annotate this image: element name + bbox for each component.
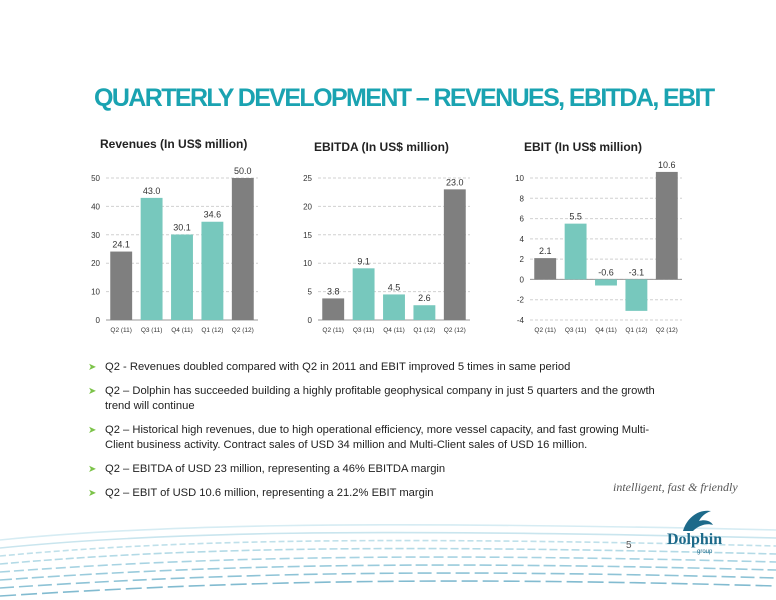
data-label: 4.5	[388, 282, 401, 292]
x-tick-label: Q1 (12)	[625, 327, 647, 334]
data-label: 34.6	[204, 210, 222, 220]
bullet-item: ➤ Q2 – EBIT of USD 10.6 million, represe…	[88, 486, 668, 501]
arrow-bullet-icon: ➤	[88, 464, 97, 475]
data-label: 2.1	[539, 246, 552, 256]
y-tick-label: 40	[91, 202, 100, 211]
x-tick-label: Q3 (11)	[565, 327, 587, 334]
ebit-chart: EBIT (In US$ million) -4 -2 0 2 4 6 8 10 2.1 Q2 (…	[502, 134, 692, 334]
bullet-text: Q2 - Revenues doubled compared with Q2 i…	[105, 361, 571, 373]
ebit-chart-title: EBIT (In US$ million)	[524, 140, 643, 154]
bullet-item: ➤ Q2 - Revenues doubled compared with Q2…	[88, 360, 668, 375]
ebitda-chart-plot: 0 5 10 15 20 25 3.8 Q2 (11) 9.1 Q3 (11) 4.5 Q4 (11)…	[303, 174, 470, 334]
data-label: 3.8	[327, 286, 340, 296]
y-tick-label: -4	[517, 316, 525, 325]
y-tick-label: 0	[308, 316, 313, 325]
bar	[625, 279, 648, 311]
bar	[322, 298, 345, 320]
x-tick-label: Q4 (11)	[383, 327, 405, 334]
y-tick-label: 5	[308, 288, 313, 297]
page-number: 5	[626, 540, 632, 551]
x-tick-label: Q3 (11)	[353, 327, 375, 334]
y-tick-label: 2	[520, 255, 525, 264]
y-tick-label: 10	[515, 174, 524, 183]
data-label: 9.1	[357, 256, 370, 266]
revenues-chart-plot: 0 10 20 30 40 50 24.1 Q2 (11) 43.0 Q3 (11) 30.1 Q4 …	[91, 166, 258, 334]
ebitda-chart-title: EBITDA (In US$ million)	[314, 140, 449, 154]
bullet-text: Q2 – Dolphin has succeeded building a hi…	[105, 385, 655, 412]
bar	[140, 197, 163, 320]
data-label: -3.1	[629, 267, 645, 277]
y-tick-label: 30	[91, 231, 100, 240]
bullet-text: Q2 – EBITDA of USD 23 million, represent…	[105, 463, 446, 475]
bullet-list: ➤ Q2 - Revenues doubled compared with Q2…	[88, 360, 668, 510]
revenues-chart: Revenues (In US$ million) 0 10 20 30 40 50 24.…	[78, 134, 268, 334]
x-tick-label: Q3 (11)	[141, 327, 163, 334]
ebitda-chart: EBITDA (In US$ million) 0 5 10 15 20 25 3.8 Q2 …	[290, 134, 480, 334]
tagline: intelligent, fast & friendly	[613, 480, 738, 494]
y-tick-label: 20	[303, 202, 312, 211]
x-tick-label: Q2 (12)	[656, 327, 678, 334]
bullet-item: ➤ Q2 – Dolphin has succeeded building a …	[88, 384, 668, 414]
bar	[655, 171, 678, 280]
y-tick-label: 6	[520, 215, 525, 224]
x-tick-label: Q2 (11)	[110, 327, 132, 334]
bullet-item: ➤ Q2 – EBITDA of USD 23 million, represe…	[88, 462, 668, 477]
y-tick-label: 10	[91, 288, 100, 297]
data-label: 30.1	[173, 223, 191, 233]
data-label: 23.0	[446, 177, 464, 187]
page-title: QUARTERLY DEVELOPMENT – REVENUES, EBITDA…	[94, 84, 715, 112]
bar	[201, 221, 224, 320]
data-label: 2.6	[418, 293, 431, 303]
data-label: 10.6	[658, 160, 676, 170]
x-tick-label: Q2 (11)	[322, 327, 344, 334]
bar	[231, 178, 254, 320]
decorative-waves	[0, 523, 776, 597]
y-tick-label: 8	[520, 194, 525, 203]
x-tick-label: Q4 (11)	[171, 327, 193, 334]
y-tick-label: 20	[91, 259, 100, 268]
bar	[171, 234, 193, 320]
bar	[595, 279, 617, 286]
arrow-bullet-icon: ➤	[88, 488, 97, 499]
y-tick-label: 4	[520, 235, 525, 244]
data-label: 43.0	[143, 186, 161, 196]
bullet-text: Q2 – EBIT of USD 10.6 million, represent…	[105, 487, 434, 499]
x-tick-label: Q2 (12)	[232, 327, 254, 334]
data-label: 24.1	[112, 240, 130, 250]
y-tick-label: -2	[517, 296, 525, 305]
bar	[383, 294, 405, 320]
arrow-bullet-icon: ➤	[88, 425, 97, 436]
y-tick-label: 25	[303, 174, 312, 183]
company-logo: Dolphin group	[653, 505, 733, 565]
logo-name: Dolphin	[667, 531, 723, 548]
arrow-bullet-icon: ➤	[88, 362, 97, 373]
data-label: 5.5	[569, 212, 582, 222]
revenues-chart-title: Revenues (In US$ million)	[100, 137, 248, 151]
x-tick-label: Q2 (12)	[444, 327, 466, 334]
ebit-chart-plot: -4 -2 0 2 4 6 8 10 2.1 Q2 (11) 5.5 Q3 (11) -0.6 Q4 (1…	[515, 160, 682, 334]
dolphin-logo-icon	[683, 510, 713, 531]
x-tick-label: Q1 (12)	[413, 327, 435, 334]
bar	[110, 251, 133, 320]
x-tick-label: Q1 (12)	[201, 327, 223, 334]
bar	[352, 268, 375, 320]
y-tick-label: 0	[96, 316, 101, 325]
bar	[534, 258, 557, 280]
bullet-item: ➤ Q2 – Historical high revenues, due to …	[88, 423, 668, 453]
x-tick-label: Q2 (11)	[534, 327, 556, 334]
y-tick-label: 15	[303, 231, 312, 240]
bar	[443, 189, 466, 320]
bar	[413, 305, 436, 320]
logo-sub: group	[697, 549, 713, 555]
data-label: 50.0	[234, 166, 252, 176]
x-tick-label: Q4 (11)	[595, 327, 617, 334]
y-tick-label: 10	[303, 259, 312, 268]
bar	[564, 223, 587, 280]
data-label: -0.6	[598, 267, 614, 277]
bullet-text: Q2 – Historical high revenues, due to hi…	[105, 424, 650, 451]
y-tick-label: 50	[91, 174, 100, 183]
arrow-bullet-icon: ➤	[88, 386, 97, 397]
y-tick-label: 0	[520, 275, 525, 284]
